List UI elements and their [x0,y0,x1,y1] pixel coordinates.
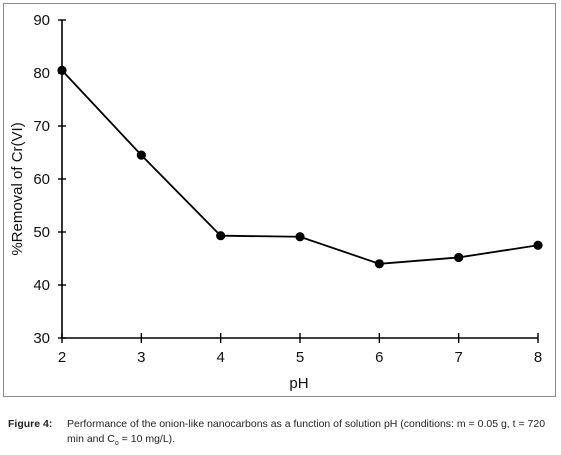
caption-text-part1: Performance of the onion-like nanocarbon… [67,418,546,445]
data-point [57,65,67,75]
y-tick-label: 80 [33,65,50,82]
data-point [374,259,384,269]
figure-frame [3,3,556,397]
y-tick-label: 50 [33,224,50,241]
x-tick-label: 3 [137,349,145,366]
data-point [216,231,226,241]
x-axis-title: pH [289,375,308,392]
y-axis-ticks: 30 40 50 60 70 80 90 [33,12,66,347]
y-axis-title: %Removal of Cr(VI) [9,122,26,255]
y-tick-label: 60 [33,171,50,188]
x-tick-label: 2 [58,349,66,366]
x-tick-label: 8 [534,349,542,366]
x-tick-label: 4 [216,349,224,366]
caption-text-part2: = 10 mg/L). [118,433,176,445]
y-tick-label: 40 [33,277,50,294]
x-tick-label: 7 [454,349,462,366]
caption-text: Performance of the onion-like nanocarbon… [67,417,556,451]
x-tick-label: 6 [375,349,383,366]
x-tick-label: 5 [296,349,304,366]
data-point [136,150,146,160]
chart-series [57,65,543,269]
caption-label: Figure 4: [8,418,53,430]
chart-axes [61,20,538,339]
line-chart: 30 40 50 60 70 80 90 2 3 4 5 6 7 8 pH %Removal of Cr… [9,12,543,392]
x-axis-ticks: 2 3 4 5 6 7 8 [58,333,542,366]
y-tick-label: 30 [33,330,50,347]
caption-subscript: o [114,440,119,448]
data-point [533,240,543,250]
y-tick-label: 90 [33,12,50,29]
y-tick-label: 70 [33,118,50,135]
data-point [295,232,305,242]
data-point [454,252,464,263]
